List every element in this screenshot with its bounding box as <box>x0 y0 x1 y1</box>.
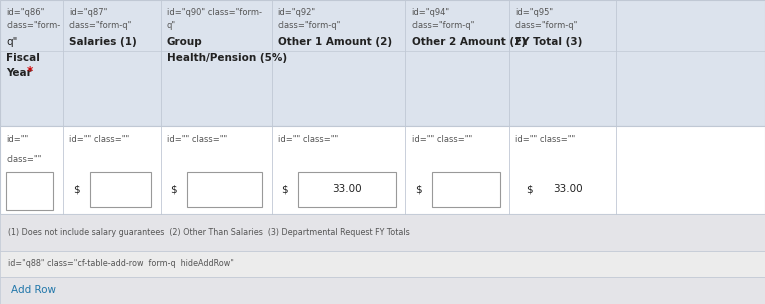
Text: id="" class="": id="" class="" <box>515 135 575 144</box>
Text: id="": id="" <box>6 135 28 144</box>
Bar <box>0 214 765 251</box>
Text: class="form-: class="form- <box>6 21 60 30</box>
Text: q": q" <box>167 21 176 30</box>
Bar <box>187 172 262 207</box>
Text: Fiscal: Fiscal <box>6 53 40 63</box>
Text: id="q90" class="form-: id="q90" class="form- <box>167 8 262 17</box>
Text: $: $ <box>282 184 288 194</box>
Text: 33.00: 33.00 <box>333 184 362 194</box>
Text: id="q95": id="q95" <box>515 8 553 17</box>
Text: id="" class="": id="" class="" <box>278 135 338 144</box>
Text: $: $ <box>526 184 533 194</box>
Text: $: $ <box>171 184 177 194</box>
Text: (1) Does not include salary guarantees  (2) Other Than Salaries  (3) Departmenta: (1) Does not include salary guarantees (… <box>8 228 409 237</box>
Text: id="q88" class="cf-table-add-row  form-q  hideAddRow": id="q88" class="cf-table-add-row form-q … <box>8 259 233 268</box>
Text: id="q94": id="q94" <box>412 8 450 17</box>
Text: id="q87": id="q87" <box>69 8 107 17</box>
Bar <box>0 277 765 304</box>
Bar <box>298 172 396 207</box>
Bar <box>90 172 151 207</box>
Text: Other 2 Amount (2): Other 2 Amount (2) <box>412 37 526 47</box>
Text: Salaries (1): Salaries (1) <box>69 37 137 47</box>
Text: id="" class="": id="" class="" <box>69 135 129 144</box>
Text: class="form-q": class="form-q" <box>515 21 578 30</box>
Bar <box>432 172 500 207</box>
Text: $: $ <box>73 184 80 194</box>
Text: FY Total (3): FY Total (3) <box>515 37 582 47</box>
Bar <box>0 0 765 126</box>
Text: id="" class="": id="" class="" <box>412 135 472 144</box>
Text: Other 1 Amount (2): Other 1 Amount (2) <box>278 37 392 47</box>
Text: class="form-q": class="form-q" <box>69 21 132 30</box>
Text: id="" class="": id="" class="" <box>167 135 227 144</box>
Bar <box>0 251 765 277</box>
Text: Group: Group <box>167 37 203 47</box>
Text: Health/Pension (5%): Health/Pension (5%) <box>167 53 287 63</box>
Text: id="q92": id="q92" <box>278 8 316 17</box>
Bar <box>6 172 54 210</box>
Text: class="": class="" <box>6 155 41 164</box>
Text: Year: Year <box>6 68 32 78</box>
Bar <box>0 126 765 214</box>
Text: class="form-q": class="form-q" <box>278 21 341 30</box>
Text: 33.00: 33.00 <box>553 184 583 194</box>
Text: q": q" <box>6 37 18 47</box>
Text: $: $ <box>415 184 422 194</box>
Text: *: * <box>27 65 33 78</box>
Text: class="form-q": class="form-q" <box>412 21 475 30</box>
Text: Add Row: Add Row <box>11 285 57 295</box>
Text: id="q86": id="q86" <box>6 8 44 17</box>
